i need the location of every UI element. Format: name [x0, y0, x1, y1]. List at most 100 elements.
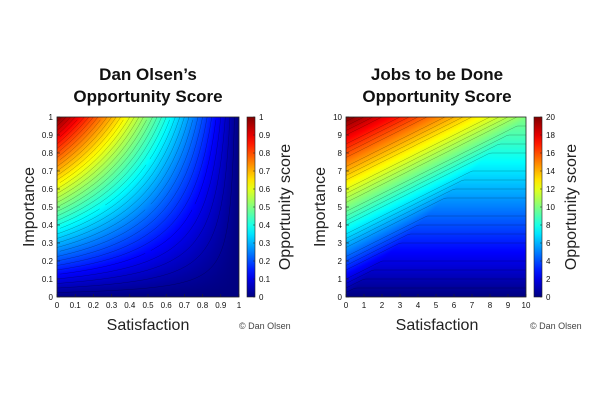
contour-level [346, 117, 428, 158]
y-tick-label: 0.2 [42, 257, 54, 266]
contour-level [346, 143, 526, 221]
x-tick-label: 2 [380, 301, 385, 310]
y-tick-label: 0.5 [42, 203, 54, 212]
contour-level [57, 117, 99, 158]
colorbar-tick-label: 0 [259, 293, 264, 302]
y-tick-label: 8 [338, 149, 343, 158]
contour-level [346, 215, 526, 257]
y-tick-label: 1 [49, 113, 54, 122]
contour-level [57, 117, 158, 217]
x-tick-label: 0.4 [124, 301, 136, 310]
contour-level [59, 119, 194, 252]
contour-level [57, 117, 190, 248]
y-tick-label: 0.7 [42, 167, 54, 176]
y-tick-label: 0.3 [42, 239, 54, 248]
x-tick-label: 0.6 [161, 301, 173, 310]
contour-level [346, 134, 526, 217]
heatmap-surface [346, 117, 526, 297]
contour-level [57, 117, 131, 190]
chart-olsen: Dan Olsen’s Opportunity Score 0 0.1 0.2 0.3 0.… [21, 65, 294, 334]
heatmap-surface [57, 117, 239, 297]
colorbar-tick-label: 10 [546, 203, 555, 212]
contour-level [346, 117, 491, 190]
contour-level [346, 117, 509, 199]
contour-level [346, 170, 526, 235]
contour-level [346, 242, 526, 271]
y-tick-label: 6 [338, 185, 343, 194]
y-tick-label: 10 [333, 113, 342, 122]
colorbar-tick-label: 14 [546, 167, 555, 176]
contour-level [59, 119, 101, 161]
contour-level [59, 119, 147, 206]
y-tick-label: 9 [338, 131, 343, 140]
contour-level [57, 117, 85, 145]
credit-text: © Dan Olsen [530, 321, 582, 331]
colorbar-tick-label: 16 [546, 149, 555, 158]
contour-level [346, 117, 410, 149]
contour-level [346, 117, 383, 136]
contour-level [57, 117, 108, 167]
contour-level [57, 117, 167, 226]
x-tick-label: 10 [522, 301, 531, 310]
colorbar-tick-label: 0.7 [259, 167, 271, 176]
contour-level [346, 117, 365, 127]
contour-level [57, 117, 135, 194]
contour-level [346, 117, 473, 181]
colorbar-tick-label: 8 [546, 221, 551, 230]
colorbar-tick-label: 1 [259, 113, 264, 122]
contour-level [57, 117, 212, 271]
colorbar-label: Opportunity score [563, 144, 580, 270]
contour-level [346, 233, 526, 266]
contour-level [57, 117, 76, 136]
contour-level [346, 152, 526, 226]
contour-level [346, 117, 401, 145]
chart-title-line-1: Jobs to be Done [371, 65, 503, 84]
colorbar-tick-label: 0.9 [259, 131, 271, 140]
contour-level [59, 119, 78, 138]
x-tick-label: 7 [470, 301, 475, 310]
x-tick-label: 0 [344, 301, 349, 310]
contour-level [57, 117, 208, 266]
colorbar-tick-label: 0 [546, 293, 551, 302]
colorbar-tick-label: 0.3 [259, 239, 271, 248]
contour-level [57, 117, 121, 181]
colorbar-tick-label: 12 [546, 185, 555, 194]
colorbar-tick-label: 0.5 [259, 203, 271, 212]
contour-level [346, 117, 518, 203]
contour-level [57, 117, 140, 199]
contour-level [346, 125, 526, 212]
contour-level [346, 287, 526, 293]
credit-text: © Dan Olsen [239, 321, 291, 331]
x-tick-label: 6 [452, 301, 457, 310]
colorbar-tick-label: 0.1 [259, 275, 271, 284]
colorbar-tick-label: 4 [546, 257, 551, 266]
contour-level [59, 119, 124, 183]
y-tick-label: 2 [338, 257, 343, 266]
colorbar-tick-label: 0.4 [259, 221, 271, 230]
x-axis-label: Satisfaction [396, 317, 479, 334]
contour-level [59, 119, 217, 275]
contour-level [346, 188, 526, 244]
x-tick-label: 0.7 [179, 301, 191, 310]
y-tick-label: 5 [338, 203, 343, 212]
colorbar-tick-label: 0.2 [259, 257, 271, 266]
colorbar-tick-label: 6 [546, 239, 551, 248]
contour-lines [57, 117, 235, 293]
contour-level [57, 117, 144, 203]
x-tick-label: 0 [55, 301, 60, 310]
contour-level [346, 260, 526, 280]
contour-level [346, 117, 464, 176]
contour-level [57, 117, 71, 131]
y-tick-label: 0.1 [42, 275, 54, 284]
y-tick-label: 1 [338, 275, 343, 284]
contour-level [57, 117, 162, 221]
x-tick-label: 0.2 [88, 301, 100, 310]
chart-title-line-2: Opportunity Score [362, 87, 511, 106]
y-tick-label: 0 [49, 293, 54, 302]
contour-level [57, 117, 185, 244]
contour-level [346, 117, 419, 154]
contour-level [346, 269, 526, 284]
contour-level [57, 117, 94, 154]
